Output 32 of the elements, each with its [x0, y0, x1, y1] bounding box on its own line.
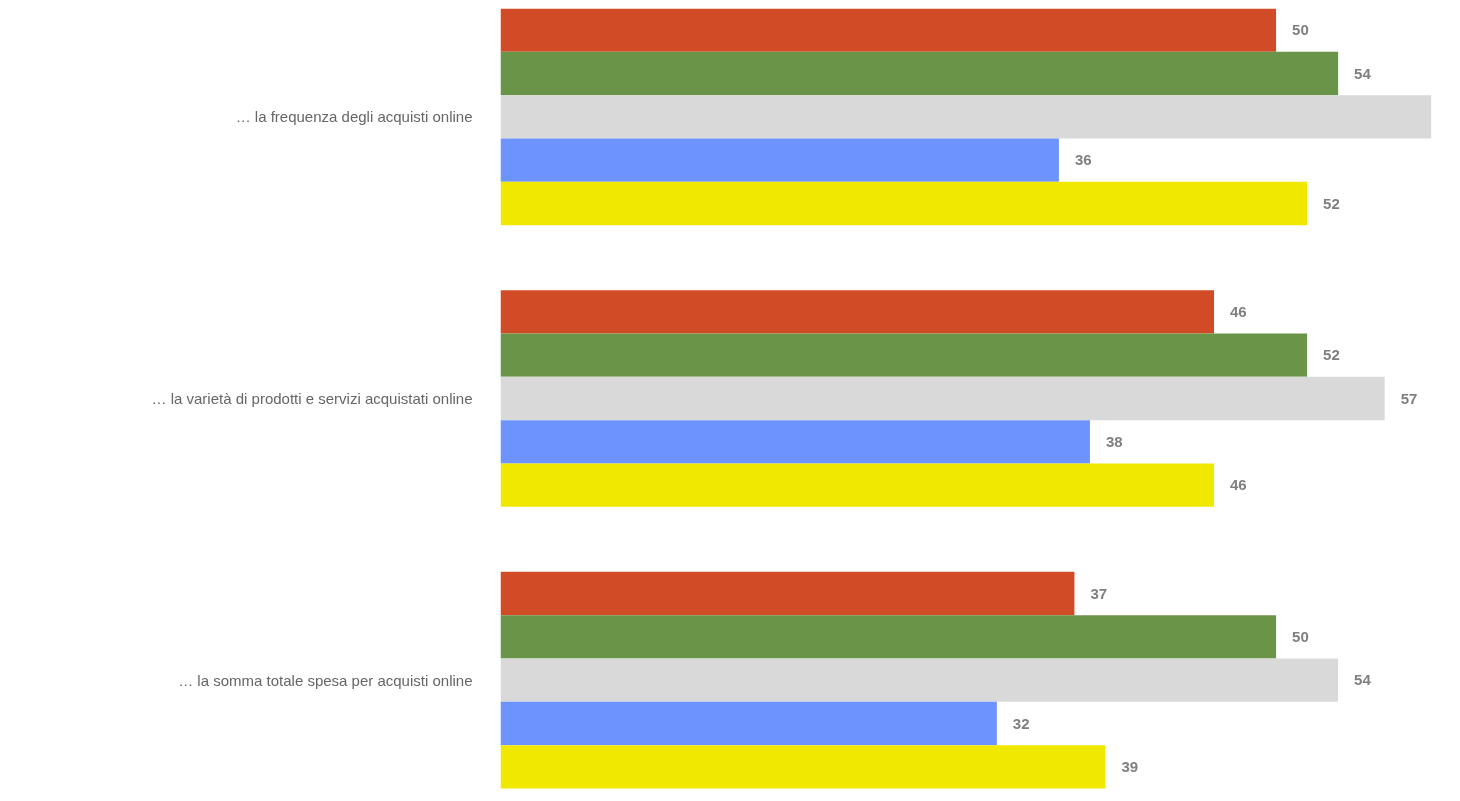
- bar: [500, 571, 1075, 616]
- bar: [500, 745, 1106, 789]
- data-label: 38: [1105, 432, 1123, 450]
- bar: [500, 138, 1059, 182]
- bar: [500, 181, 1308, 226]
- bar: [500, 420, 1090, 464]
- y-tick-label: … la frequenza degli acquisti online: [235, 108, 473, 126]
- data-label: 37: [1090, 584, 1108, 602]
- data-label: 50: [1292, 627, 1309, 645]
- data-label: 57: [1400, 389, 1418, 407]
- data-label: 46: [1230, 302, 1247, 320]
- bar: [500, 701, 997, 746]
- bar: [500, 51, 1339, 96]
- data-label: 32: [1012, 714, 1030, 732]
- bar: [500, 463, 1215, 507]
- data-label: 46: [1230, 476, 1247, 494]
- bar: [500, 8, 1277, 52]
- bar: [500, 290, 1215, 334]
- data-label: 52: [1323, 346, 1340, 364]
- data-label: 50: [1292, 21, 1309, 39]
- bar: [500, 95, 1432, 139]
- bar: [500, 658, 1339, 702]
- y-tick-label: … la varietà di prodotti e servizi acquistati online: [151, 390, 473, 407]
- y-tick-label: … la somma totale spesa per acquisti online: [178, 671, 473, 689]
- bar: [500, 376, 1385, 421]
- bar: [500, 333, 1308, 377]
- data-label: 54: [1354, 671, 1372, 689]
- data-label: 52: [1323, 194, 1340, 212]
- data-label: 54: [1354, 64, 1372, 82]
- bar: [500, 615, 1277, 659]
- data-label: 39: [1121, 757, 1139, 775]
- data-label: 36: [1074, 151, 1092, 169]
